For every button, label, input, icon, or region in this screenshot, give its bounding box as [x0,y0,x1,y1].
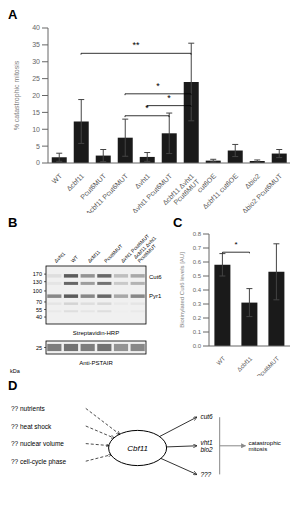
svg-text:0.7: 0.7 [193,245,202,251]
svg-text:Cut6: Cut6 [149,274,162,280]
svg-text:Δcbf11 cut6OE: Δcbf11 cut6OE [201,172,239,210]
svg-text:Δcbf11: Δcbf11 [86,249,101,264]
svg-text:?? nutrients: ?? nutrients [11,405,46,412]
svg-text:Pyr1: Pyr1 [149,293,162,299]
svg-text:WT: WT [51,172,64,185]
svg-text:vht1bio2: vht1bio2 [200,439,213,453]
svg-text:5: 5 [36,143,40,150]
svg-text:Δcbf11: Δcbf11 [65,172,85,192]
svg-text:Δbio2: Δbio2 [244,172,262,190]
svg-text:Δcbf11: Δcbf11 [236,355,254,373]
svg-text:Biotinylated Cut6 levels [AU]: Biotinylated Cut6 levels [AU] [179,252,185,328]
svg-text:20: 20 [32,92,40,99]
svg-text:?? cell-cycle phase: ?? cell-cycle phase [11,458,67,466]
svg-text:0.5: 0.5 [193,273,202,279]
svg-text:*: * [167,93,171,103]
svg-text:Δcbf11 Δvht1Pcut6MUT: Δcbf11 Δvht1Pcut6MUT [132,235,161,264]
svg-text:Δvht1: Δvht1 [53,250,66,263]
svg-text:0.1: 0.1 [193,329,202,335]
svg-text:0.4: 0.4 [193,287,202,293]
svg-text:% catastrophic mitosis: % catastrophic mitosis [13,60,21,130]
svg-text:30: 30 [32,58,40,65]
svg-text:*: * [156,81,160,91]
svg-text:0.3: 0.3 [193,301,202,307]
svg-text:Δvht1 Pcut6MUT: Δvht1 Pcut6MUT [119,232,151,264]
svg-text:0.8: 0.8 [193,231,202,237]
svg-text:15: 15 [32,109,40,116]
svg-text:???: ??? [200,471,211,478]
svg-text:cut6: cut6 [200,413,213,420]
svg-text:Δbio2 Pcut6MUT: Δbio2 Pcut6MUT [241,172,284,213]
svg-text:Δvht1: Δvht1 [134,172,152,190]
svg-text:40: 40 [36,314,42,320]
svg-text:cut6OE: cut6OE [196,172,218,194]
svg-text:10: 10 [32,126,40,133]
svg-text:Pcut6MUT: Pcut6MUT [256,355,281,376]
svg-text:**: ** [132,40,140,50]
svg-text:kDa: kDa [10,368,21,374]
svg-text:70: 70 [36,299,42,305]
svg-text:0.6: 0.6 [193,259,202,265]
svg-text:Streptavidin-HRP: Streptavidin-HRP [73,330,119,336]
html-text:C: C [173,215,183,230]
svg-text:130: 130 [33,279,42,285]
svg-text:Cbf11: Cbf11 [127,444,148,453]
svg-text:55: 55 [36,307,42,313]
svg-text:35: 35 [32,41,40,48]
svg-text:Δvht1 Pcut6MUT: Δvht1 Pcut6MUT [131,172,174,213]
svg-text:*: * [145,103,149,113]
svg-text:WT: WT [215,355,226,366]
svg-text:?? heat shock: ?? heat shock [11,423,52,430]
svg-text:Pcut6MUT: Pcut6MUT [102,242,124,264]
svg-text:0.2: 0.2 [193,315,202,321]
svg-text:0: 0 [36,159,40,166]
svg-text:100: 100 [33,288,42,294]
svg-text:40: 40 [32,24,40,31]
svg-text:Anti-PSTAIR: Anti-PSTAIR [79,360,113,366]
svg-text:Δcbf11 Pcut6MUT: Δcbf11 Pcut6MUT [84,172,129,213]
svg-text:25: 25 [32,75,40,82]
svg-text:0.0: 0.0 [193,343,202,349]
html-text:B: B [8,215,18,230]
svg-text:25: 25 [36,345,42,351]
svg-text:170: 170 [33,271,42,277]
svg-text:WT: WT [69,254,79,264]
svg-text:Δcbf11 Δvht1Pcut6MUT: Δcbf11 Δvht1Pcut6MUT [161,172,201,212]
html-text:D: D [8,378,18,393]
svg-text:*: * [234,240,237,249]
svg-text:catastrophicmitosis: catastrophicmitosis [248,440,280,453]
svg-text:?? nuclear volume: ?? nuclear volume [11,440,64,447]
html-text:A: A [8,7,18,22]
